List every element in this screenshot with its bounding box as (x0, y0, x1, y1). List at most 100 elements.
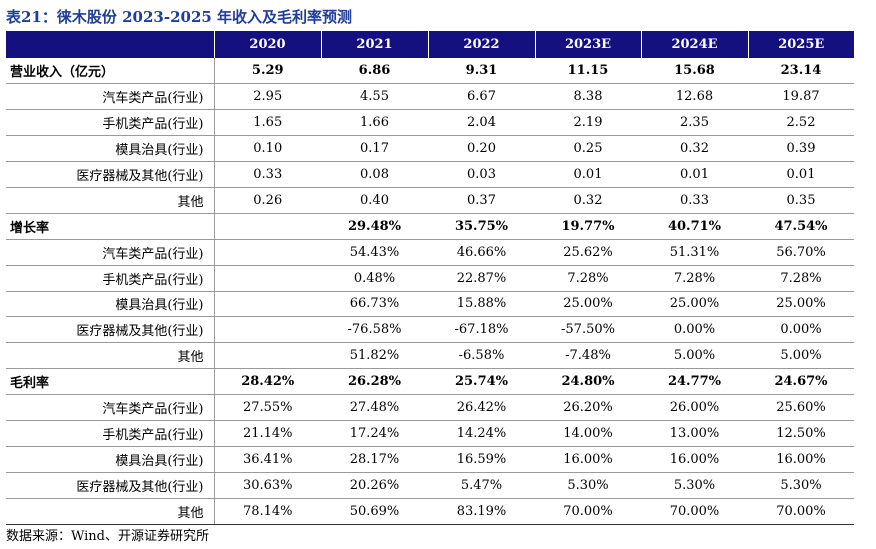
row-label: 医疗器械及其他(行业) (6, 472, 215, 499)
table-cell (214, 239, 321, 266)
table-row: 手机类产品(行业) 1.65 1.66 2.04 2.19 2.35 2.52 (6, 109, 854, 137)
table-row: 汽车类产品(行业) 54.43% 46.66% 25.62% 51.31% 56.70% (6, 239, 854, 266)
row-label: 模具治具(行业) (6, 446, 215, 473)
row-label: 手机类产品(行业) (6, 109, 215, 137)
table-cell: -76.58% (321, 316, 428, 344)
source-note: 数据来源：Wind、开源证券研究所 (6, 529, 209, 544)
table-cell: 0.20 (428, 135, 535, 163)
table-cell: 27.55% (214, 394, 321, 421)
table-cell: 24.67% (748, 368, 854, 396)
table-cell: 16.00% (748, 446, 854, 473)
header-row: 2020 2021 2022 2023E 2024E 2025E (6, 31, 854, 58)
table-body: 营业收入（亿元） 5.29 6.86 9.31 11.15 15.68 23.14 汽车类产品… (6, 58, 854, 525)
table-cell: 9.31 (428, 58, 535, 85)
table-row: 其他 51.82% -6.58% -7.48% 5.00% 5.00% (6, 342, 854, 370)
row-label: 汽车类产品(行业) (6, 83, 215, 111)
row-label: 医疗器械及其他(行业) (6, 316, 215, 344)
table-cell: 6.86 (321, 58, 428, 85)
table-cell: 4.55 (321, 83, 428, 111)
table-cell: 50.69% (321, 498, 428, 525)
table-cell: 54.43% (321, 239, 428, 266)
table-cell: 70.00% (535, 498, 641, 525)
table-row: 模具治具(行业) 0.10 0.17 0.20 0.25 0.32 0.39 (6, 135, 854, 163)
table-cell: 1.66 (321, 109, 428, 137)
header-cell: 2025E (778, 37, 825, 52)
table-cell: 14.00% (535, 420, 641, 447)
table-cell: 25.62% (535, 239, 641, 266)
table-cell: 5.00% (748, 342, 854, 370)
table-cell: 5.00% (641, 342, 748, 370)
table-cell: 12.50% (748, 420, 854, 447)
table-row: 汽车类产品(行业) 2.95 4.55 6.67 8.38 12.68 19.87 (6, 83, 854, 111)
header-cell (6, 31, 215, 58)
table-cell: 56.70% (748, 239, 854, 266)
row-label: 其他 (6, 498, 215, 525)
table-cell: 7.28% (535, 265, 641, 292)
table-cell: 2.95 (214, 83, 321, 111)
table-cell: 2.19 (535, 109, 641, 137)
table-cell: 26.28% (321, 368, 428, 396)
table-cell: 0.37 (428, 187, 535, 214)
table-cell (214, 342, 321, 370)
row-label: 医疗器械及其他(行业) (6, 161, 215, 188)
table-cell: 15.68 (641, 58, 748, 85)
table-cell: -7.48% (535, 342, 641, 370)
table-row: 医疗器械及其他(行业) 0.33 0.08 0.03 0.01 0.01 0.01 (6, 161, 854, 188)
row-label: 毛利率 (6, 368, 215, 396)
table-cell: 28.17% (321, 446, 428, 473)
table-cell: 8.38 (535, 83, 641, 111)
table-cell: 0.26 (214, 187, 321, 214)
table-row: 手机类产品(行业) 21.14% 17.24% 14.24% 14.00% 13.00% 1… (6, 420, 854, 447)
table-cell: 17.24% (321, 420, 428, 447)
row-label: 增长率 (6, 213, 215, 240)
table-row: 模具治具(行业) 66.73% 15.88% 25.00% 25.00% 25.00% (6, 291, 854, 318)
table-cell: 51.82% (321, 342, 428, 370)
row-label: 营业收入（亿元） (6, 58, 215, 85)
table-cell: 5.29 (214, 58, 321, 85)
table-cell: 13.00% (641, 420, 748, 447)
row-label: 手机类产品(行业) (6, 420, 215, 447)
row-label: 汽车类产品(行业) (6, 394, 215, 421)
table-cell: -57.50% (535, 316, 641, 344)
section-row: 营业收入（亿元） 5.29 6.86 9.31 11.15 15.68 23.14 (6, 58, 854, 85)
table-cell (214, 265, 321, 292)
table-cell: 0.39 (748, 135, 854, 163)
header-cell: 2024E (641, 31, 749, 58)
table-cell: 24.77% (641, 368, 748, 396)
table-cell: 11.15 (535, 58, 641, 85)
header-cell: 2020 (214, 31, 322, 58)
table-cell: 25.00% (641, 291, 748, 318)
table-cell: 25.00% (535, 291, 641, 318)
table-cell: 0.03 (428, 161, 535, 188)
table-cell: 0.01 (535, 161, 641, 188)
table-cell: 21.14% (214, 420, 321, 447)
table-cell: 26.00% (641, 394, 748, 421)
table-cell: 0.33 (214, 161, 321, 188)
table-cell: 0.40 (321, 187, 428, 214)
row-label: 其他 (6, 187, 215, 214)
table-cell: 7.28% (641, 265, 748, 292)
table-cell (214, 291, 321, 318)
table-cell: 5.30% (641, 472, 748, 499)
table-cell: 83.19% (428, 498, 535, 525)
table-cell: 0.33 (641, 187, 748, 214)
table-cell: 0.01 (641, 161, 748, 188)
header-cell: 2021 (321, 31, 429, 58)
table-cell: 0.35 (748, 187, 854, 214)
table-cell: 51.31% (641, 239, 748, 266)
row-label: 汽车类产品(行业) (6, 239, 215, 266)
table-cell: 7.28% (748, 265, 854, 292)
table-cell: -6.58% (428, 342, 535, 370)
forecast-table: 2020 2021 2022 2023E 2024E 2025E 营业收入（亿元… (6, 31, 854, 525)
table-cell: 6.67 (428, 83, 535, 111)
table-cell: 25.00% (748, 291, 854, 318)
table-cell: 0.32 (535, 187, 641, 214)
table-cell: 36.41% (214, 446, 321, 473)
table-row: 手机类产品(行业) 0.48% 22.87% 7.28% 7.28% 7.28% (6, 265, 854, 292)
section-row: 增长率 29.48% 35.75% 19.77% 40.71% 47.54% (6, 213, 854, 240)
table-cell: 5.47% (428, 472, 535, 499)
table-cell: 1.65 (214, 109, 321, 137)
table-cell: 47.54% (748, 213, 854, 240)
table-cell: 46.66% (428, 239, 535, 266)
header-cell: 2022 (428, 31, 536, 58)
